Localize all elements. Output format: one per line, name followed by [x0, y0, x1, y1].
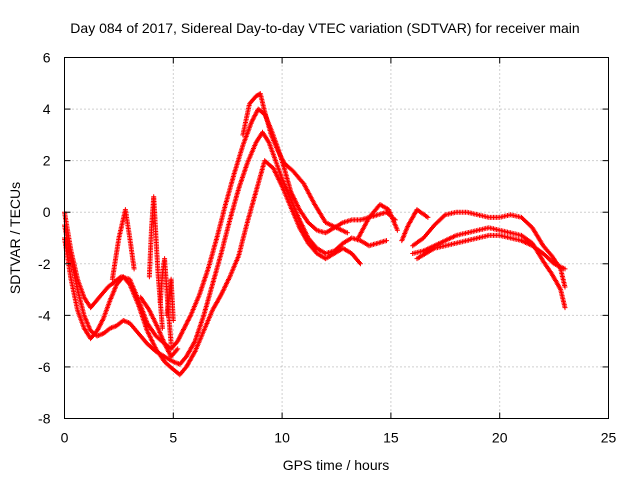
axis-ticks: [64, 57, 609, 419]
data-point: [357, 261, 363, 267]
y-tick-label: 6: [43, 50, 51, 66]
x-tick-label: 25: [601, 430, 617, 446]
y-tick-label: 4: [43, 101, 51, 117]
data-point: [384, 238, 389, 244]
series-track-5: [410, 209, 568, 290]
data-point: [126, 280, 132, 286]
y-tick-label: 0: [43, 204, 51, 220]
series-spike-d: [164, 276, 176, 323]
data-point: [175, 346, 181, 352]
series-arc-right: [399, 207, 431, 244]
data-point: [313, 226, 319, 232]
data-point: [159, 325, 165, 331]
plot-frame: [64, 57, 609, 419]
data-point: [131, 266, 137, 272]
data-point: [562, 284, 568, 290]
y-tick-label: -6: [38, 359, 51, 375]
series-track-1: [62, 106, 398, 352]
x-tick-label: 10: [274, 430, 290, 446]
series-spike-a: [109, 207, 137, 282]
series-track-6: [410, 225, 568, 311]
x-tick-label: 20: [492, 430, 508, 446]
data-point: [394, 227, 400, 233]
y-tick-label: 2: [43, 153, 51, 169]
x-tick-label: 15: [383, 430, 399, 446]
data-point: [562, 305, 568, 311]
series-dip-b: [138, 294, 181, 360]
grid: [64, 57, 609, 419]
data-point: [168, 341, 174, 347]
data-point: [562, 266, 568, 272]
data-point: [170, 318, 176, 323]
data-point: [344, 230, 350, 236]
y-tick-label: -4: [38, 307, 51, 323]
chart-title: Day 084 of 2017, Sidereal Day-to-day VTE…: [70, 20, 579, 36]
series-track-4: [240, 91, 350, 236]
data-point: [174, 347, 180, 353]
tick-labels: 0 5 10 15 20 25 -8 -6 -4 -2 0 2 4 6: [38, 50, 616, 446]
x-tick-label: 0: [61, 430, 69, 446]
y-axis-label: SDTVAR / TECUs: [7, 182, 23, 294]
series-track-3: [62, 158, 363, 378]
x-tick-label: 5: [169, 430, 177, 446]
data-points: [62, 91, 568, 378]
data-point: [441, 213, 447, 219]
y-tick-label: -2: [38, 256, 51, 272]
x-axis-label: GPS time / hours: [283, 457, 390, 473]
y-tick-label: -8: [38, 411, 51, 427]
series-arc-left: [355, 202, 400, 241]
series-track-7: [414, 232, 568, 272]
data-point: [425, 214, 431, 220]
